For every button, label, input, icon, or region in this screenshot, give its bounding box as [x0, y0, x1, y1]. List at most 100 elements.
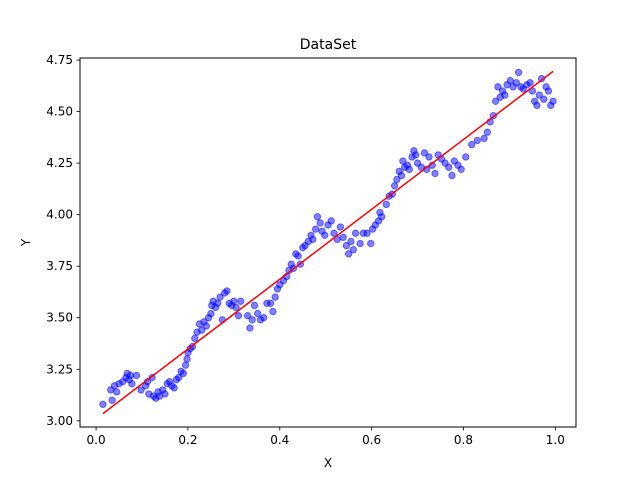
scatter-point — [316, 219, 324, 227]
scatter-point — [448, 171, 456, 180]
fit-line — [102, 70, 554, 415]
scatter-point — [344, 250, 353, 258]
scatter-point — [170, 384, 178, 392]
scatter-point — [311, 225, 320, 233]
x-tick-label: 0.2 — [178, 433, 197, 447]
scatter-point — [351, 229, 360, 237]
scatter-point — [294, 252, 302, 260]
scatter-point — [230, 297, 238, 305]
scatter-point — [309, 235, 317, 244]
scatter-point — [266, 299, 275, 308]
scatter-point — [382, 200, 391, 209]
x-axis: 0.0 0.2 0.4 0.6 0.8 1.0 — [87, 427, 565, 447]
x-tick-label: 0.4 — [270, 433, 289, 447]
scatter-point — [412, 151, 420, 159]
x-tick-label: 1.0 — [546, 433, 565, 447]
y-tick-label: 4.75 — [46, 53, 73, 67]
scatter-point — [378, 213, 386, 221]
scatter-point — [526, 79, 534, 87]
scatter-point — [420, 149, 429, 157]
scatter-point — [356, 239, 364, 248]
scatter-point — [540, 95, 548, 103]
scatter-point — [179, 369, 188, 378]
scatter-point — [390, 182, 399, 190]
scatter-point — [327, 217, 335, 225]
scatter-point — [234, 311, 243, 320]
x-tick-label: 0.8 — [454, 433, 473, 447]
fit-line-layer — [102, 70, 554, 415]
y-axis-label: Y — [19, 238, 33, 247]
scatter-point — [269, 307, 277, 316]
scatter-point — [473, 136, 481, 145]
scatter-point — [506, 76, 515, 85]
scatter-point — [330, 229, 338, 237]
scatter-point — [462, 153, 470, 161]
scatter-point — [514, 68, 523, 77]
scatter-point — [339, 233, 347, 242]
scatter-point — [468, 140, 476, 149]
scatter-point — [491, 97, 500, 105]
scatter-point — [549, 97, 557, 105]
x-tick-label: 0.6 — [362, 433, 381, 447]
scatter-point — [393, 175, 401, 184]
scatter-point — [347, 237, 355, 246]
scatter-point — [367, 239, 375, 248]
y-tick-label: 4.25 — [46, 156, 73, 170]
scatter-point — [321, 231, 329, 239]
scatter-point — [216, 293, 224, 301]
scatter-point — [535, 91, 543, 99]
scatter-point — [223, 287, 231, 295]
scatter-point — [191, 334, 199, 343]
y-tick-label: 4.50 — [46, 105, 73, 119]
scatter-point — [405, 165, 413, 174]
scatter-point — [512, 79, 520, 87]
scatter-point — [431, 169, 439, 178]
y-tick-label: 4.00 — [46, 208, 73, 222]
scatter-point — [128, 380, 136, 388]
scatter-point — [246, 324, 254, 332]
scatter-point — [132, 371, 141, 380]
scatter-point — [544, 87, 553, 95]
scatter-point — [198, 326, 206, 334]
scatter-point — [457, 165, 465, 174]
scatter-point — [113, 388, 121, 396]
scatter-points — [99, 68, 557, 409]
scatter-point — [207, 309, 215, 318]
scatter-point — [313, 213, 322, 221]
scatter-point — [243, 311, 252, 320]
scatter-point — [480, 134, 488, 143]
scatter-point — [271, 293, 279, 301]
y-tick-label: 3.75 — [46, 259, 73, 273]
scatter-point — [349, 246, 357, 254]
scatter-point — [254, 309, 262, 318]
scatter-point — [214, 299, 222, 308]
scatter-point — [260, 314, 268, 322]
scatter-point — [181, 361, 190, 369]
scatter-point — [501, 91, 509, 99]
scatter-point — [397, 171, 406, 180]
scatter-point — [248, 316, 256, 324]
scatter-point — [232, 303, 240, 312]
scatter-point — [363, 229, 371, 237]
y-tick-label: 3.25 — [46, 362, 73, 376]
scatter-point — [533, 101, 541, 110]
axes-frame — [79, 57, 577, 428]
scatter-point — [237, 297, 245, 305]
scatter-point — [425, 153, 433, 161]
scatter-point — [483, 128, 492, 136]
scatter-point — [336, 223, 345, 231]
scatter-point — [161, 390, 169, 398]
scatter-point — [99, 400, 107, 409]
scatter-point — [202, 322, 211, 330]
y-tick-label: 3.50 — [46, 311, 73, 325]
scatter-point — [445, 163, 453, 171]
scatter-point — [108, 396, 116, 404]
y-tick-label: 3.00 — [46, 414, 73, 428]
scatter-point — [175, 373, 183, 382]
scatter-point — [250, 301, 259, 310]
x-axis-label: X — [324, 456, 332, 470]
scatter-point — [137, 386, 145, 394]
x-tick-label: 0.0 — [87, 433, 106, 447]
